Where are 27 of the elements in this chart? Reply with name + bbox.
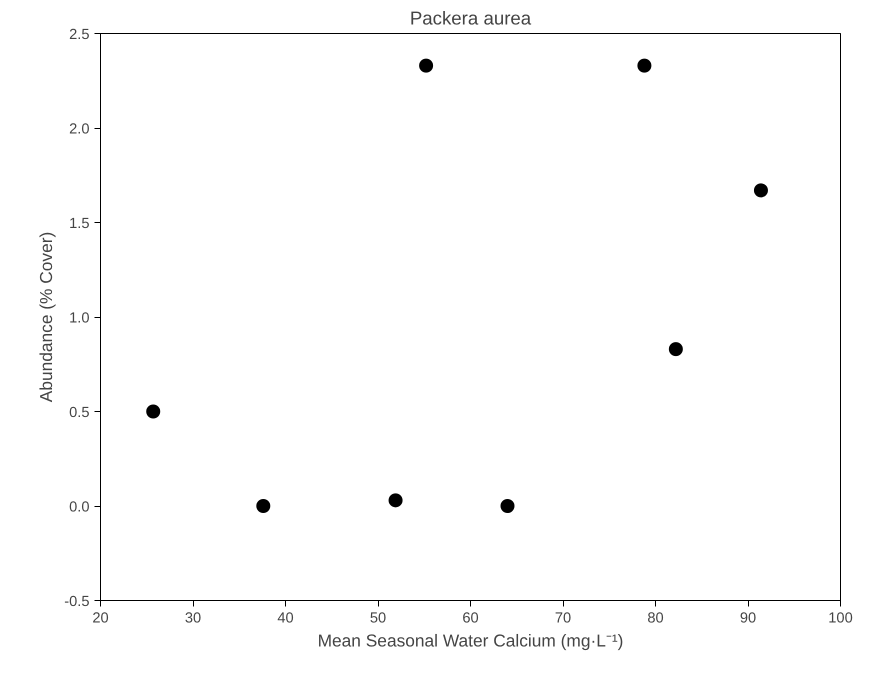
point	[146, 404, 160, 418]
point	[754, 183, 768, 198]
y-tick-label: 2.0	[69, 122, 90, 138]
point	[637, 58, 652, 73]
point	[419, 58, 434, 73]
point	[500, 499, 514, 513]
y-tick-label: -0.5	[64, 594, 90, 610]
x-axis-title: Mean Seasonal Water Calcium (mg·L⁻¹)	[318, 630, 624, 650]
y-tick-label: 0.5	[69, 405, 90, 421]
chart-title: Packera aurea	[410, 8, 532, 28]
x-tick-label: 30	[184, 610, 202, 626]
point	[668, 342, 683, 356]
x-tick-label: 50	[370, 610, 386, 626]
point	[256, 499, 270, 513]
point	[388, 493, 403, 508]
x-tick-label: 60	[462, 610, 479, 626]
y-axis-title: Abundance (% Cover)	[36, 232, 56, 402]
x-tick-label: 70	[554, 610, 572, 626]
x-tick-label: 90	[740, 610, 756, 626]
y-tick-label: 1.0	[69, 310, 90, 326]
x-tick-label: 100	[828, 610, 853, 626]
y-tick-label: 0.0	[69, 500, 90, 516]
x-tick-label: 40	[277, 610, 294, 626]
y-tick-label: 1.5	[69, 216, 90, 232]
x-tick-label: 20	[92, 610, 109, 626]
x-tick-label: 80	[647, 610, 664, 626]
y-tick-label: 2.5	[69, 27, 90, 43]
